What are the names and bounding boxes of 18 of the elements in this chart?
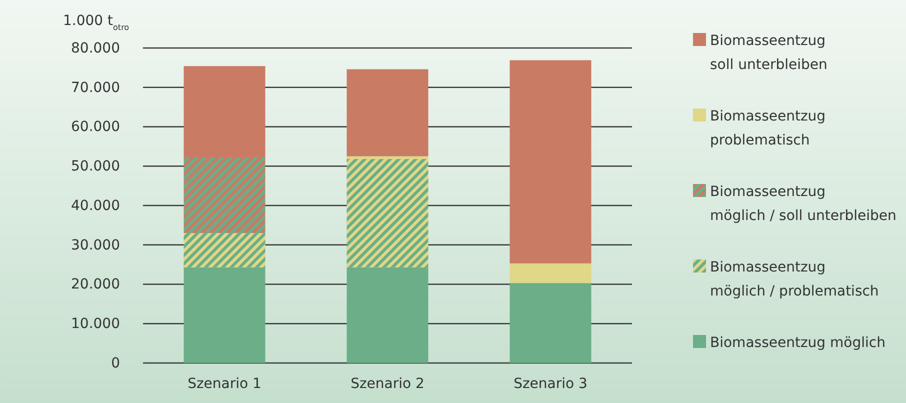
x-tick-label: Szenario 3 <box>514 376 588 392</box>
x-tick-label: Szenario 2 <box>350 376 424 392</box>
y-tick-label: 60.000 <box>71 119 120 136</box>
y-tick-label: 40.000 <box>71 198 120 214</box>
legend-label: Biomasseentzug möglich <box>710 335 886 351</box>
x-tick-label: Szenario 1 <box>188 376 262 392</box>
y-tick-label: 20.000 <box>71 276 120 293</box>
legend-label: Biomasseentzug soll unterbleiben <box>710 33 828 73</box>
y-axis-title: 1.000 t$_{otro}$ <box>63 13 130 32</box>
y-tick-label: 30.000 <box>71 237 120 254</box>
legend-label: Biomasseentzug möglich / soll unterbleiben <box>710 184 896 224</box>
y-tick-label: 0 <box>111 355 120 372</box>
y-tick-label: 10.000 <box>71 316 120 332</box>
legend-label: Biomasseentzug problematisch <box>710 108 826 148</box>
y-tick-label: 70.000 <box>71 80 120 96</box>
y-tick-label: 50.000 <box>71 158 120 175</box>
legend-label: Biomasseentzug möglich / problematisch <box>710 260 879 300</box>
y-tick-label: 80.000 <box>71 40 120 56</box>
